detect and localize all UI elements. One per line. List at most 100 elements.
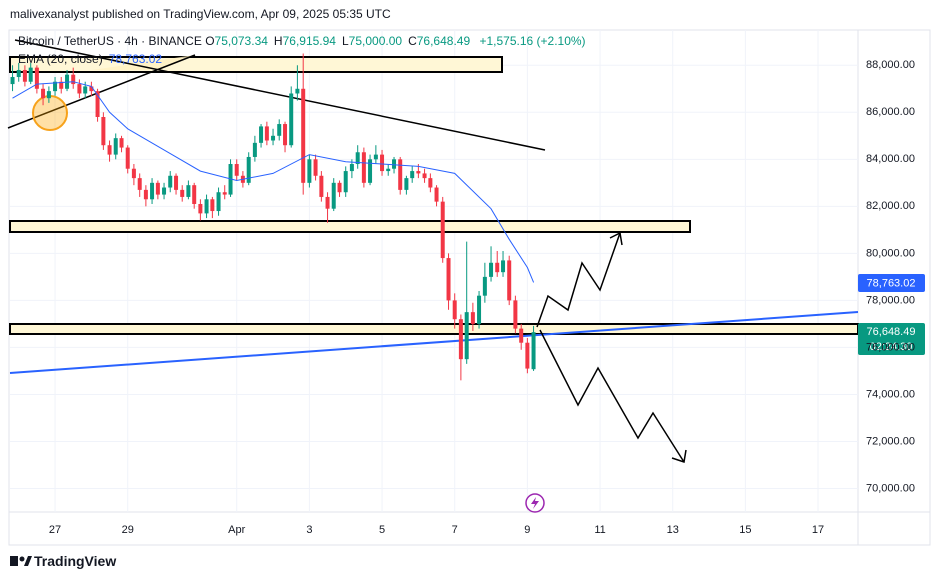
candle-body xyxy=(289,93,294,146)
candle-body xyxy=(380,154,385,172)
frame xyxy=(8,29,931,546)
ema-line xyxy=(12,81,535,283)
x-tick-label: 3 xyxy=(306,524,312,536)
x-tick-label: 15 xyxy=(739,524,751,536)
ohlc-value: 76,648.49 xyxy=(416,34,471,48)
candle-body xyxy=(252,142,257,157)
candle-body xyxy=(71,74,76,85)
candle-body xyxy=(246,156,251,183)
y-tick-label: 72,000.00 xyxy=(866,435,915,447)
candle-body xyxy=(404,178,409,190)
arrow-head xyxy=(609,231,623,246)
candle-body xyxy=(198,203,203,214)
ema-legend: EMA (20, close) 78,763.02 xyxy=(18,52,162,66)
candle-body xyxy=(137,178,142,190)
x-tick-label: Apr xyxy=(228,524,245,536)
ohlc-key: C xyxy=(408,34,417,48)
candle-body xyxy=(525,342,530,369)
candle-body xyxy=(313,159,318,176)
candle-body xyxy=(259,126,264,143)
last-price-label: 76,648.49 xyxy=(867,326,916,338)
y-tick-label: 82,000.00 xyxy=(866,200,915,212)
x-tick-label: 17 xyxy=(812,524,824,536)
y-tick-label: 84,000.00 xyxy=(866,153,915,165)
candle-body xyxy=(464,312,469,360)
zone xyxy=(9,323,859,335)
candle-body xyxy=(192,185,197,204)
candle-body xyxy=(477,295,482,324)
y-tick-label: 88,000.00 xyxy=(866,59,915,71)
candle-body xyxy=(222,192,227,195)
candle-body xyxy=(392,159,397,169)
triangle xyxy=(92,55,195,70)
candle-body xyxy=(53,81,58,92)
ohlc-key: L xyxy=(341,34,349,48)
candle-body xyxy=(331,182,336,209)
change: +1,575.16 (+2.10%) xyxy=(479,34,586,48)
candle-body xyxy=(28,67,33,82)
symbol: Bitcoin / TetherUS · 4h · BINANCE xyxy=(18,34,202,48)
ohlc-key: H xyxy=(273,34,283,48)
candle-body xyxy=(422,173,427,179)
ema-price-tag xyxy=(858,274,925,292)
candle-body xyxy=(361,152,366,183)
candle-body xyxy=(295,88,300,94)
candle-body xyxy=(264,126,269,141)
x-tick-label: 9 xyxy=(524,524,530,536)
candle-body xyxy=(355,152,360,165)
candle-body xyxy=(531,332,536,370)
x-tick-label: 13 xyxy=(667,524,679,536)
highlight-circle xyxy=(32,95,68,131)
projection-up xyxy=(536,232,621,328)
candle-body xyxy=(319,175,324,197)
trend-line xyxy=(7,54,196,129)
candle-body xyxy=(470,312,475,324)
ohlc-key: O xyxy=(205,34,215,48)
candle-body xyxy=(513,300,518,329)
logo-mark xyxy=(10,556,18,566)
ema-price-label: 78,763.02 xyxy=(867,277,916,289)
candle-body xyxy=(386,168,391,172)
candle-body xyxy=(131,168,136,179)
candle-body xyxy=(186,185,191,197)
candle-body xyxy=(162,187,167,195)
logo-mark xyxy=(19,556,25,562)
last-price-tag xyxy=(858,323,925,355)
candle-body xyxy=(204,199,209,214)
candle-body xyxy=(416,171,421,174)
candle-body xyxy=(234,164,239,176)
candle-body xyxy=(301,88,306,183)
arrow-head xyxy=(671,449,687,463)
legend: Bitcoin / TetherUS · 4h · BINANCE O75,07… xyxy=(18,34,592,48)
candle-body xyxy=(95,91,100,117)
x-tick-label: 5 xyxy=(379,524,385,536)
candle-body xyxy=(458,319,463,360)
candle-body xyxy=(113,138,118,155)
candle-body xyxy=(10,77,15,85)
y-tick-label: 80,000.00 xyxy=(866,247,915,259)
y-tick-label: 74,000.00 xyxy=(866,388,915,400)
candle-body xyxy=(410,171,415,179)
candle-body xyxy=(428,178,433,188)
x-tick-label: 27 xyxy=(49,524,61,536)
ema-name: EMA (20, close) xyxy=(18,52,103,66)
ohlc-value: 75,000.00 xyxy=(348,34,403,48)
candle-body xyxy=(349,164,354,172)
footer: TradingView xyxy=(34,553,117,569)
y-tick-label: 78,000.00 xyxy=(866,294,915,306)
y-tick-label: 70,000.00 xyxy=(866,482,915,494)
ohlc: O75,073.34 H76,915.94 L75,000.00 C76,648.49 xyxy=(205,34,476,48)
candle-body xyxy=(368,159,373,183)
candle-body xyxy=(155,182,160,195)
countdown: 02:24:30 xyxy=(870,341,913,353)
candle-body xyxy=(101,116,106,146)
trend-line xyxy=(14,39,546,151)
candle-body xyxy=(446,258,451,301)
candle-body xyxy=(501,260,506,273)
candle-body xyxy=(46,91,51,99)
candle-body xyxy=(307,159,312,183)
candle-body xyxy=(180,189,185,197)
y-tick-label: 86,000.00 xyxy=(866,106,915,118)
candle-body xyxy=(519,328,524,343)
logo-mark xyxy=(24,556,32,566)
